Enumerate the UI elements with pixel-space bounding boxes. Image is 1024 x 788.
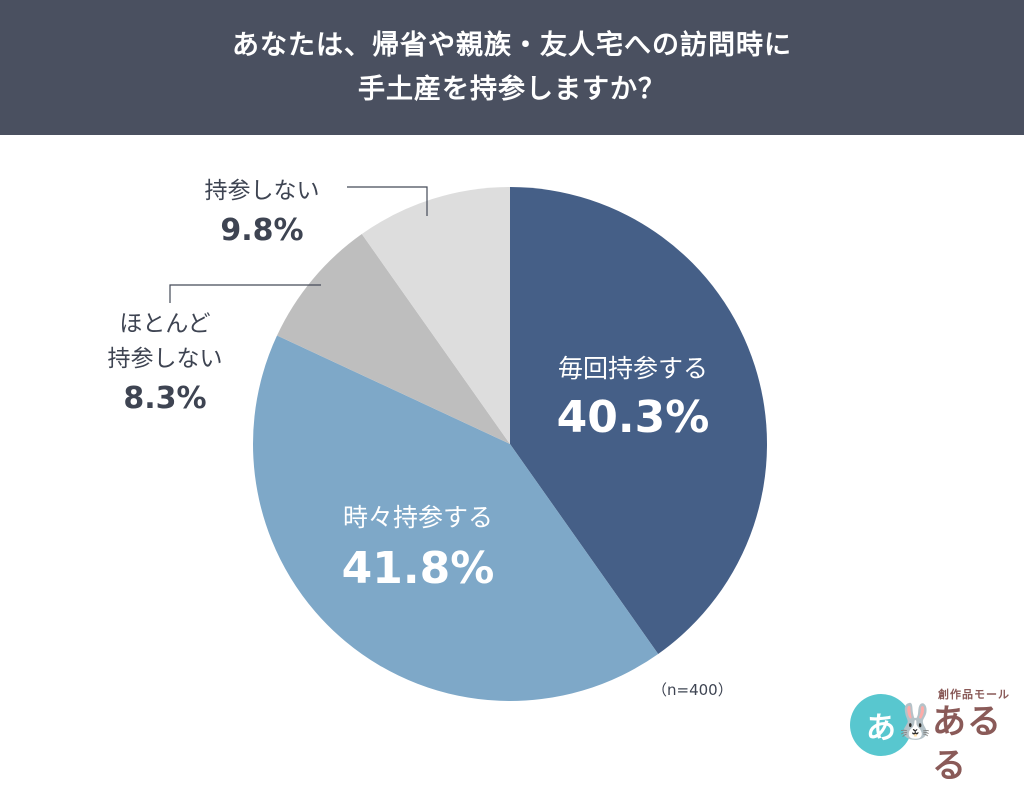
title-line-1: あなたは、帰省や親族・友人宅への訪問時に [232,29,792,61]
leader-line-3 [169,284,321,303]
leader-line-4 [347,186,428,216]
slice-value-3: 8.3% [123,381,206,416]
logo-circle-icon: あ [850,694,912,756]
logo-subtitle: 創作品モール [938,688,1010,701]
slice-value-2: 41.8% [342,543,495,594]
chart-title-banner: あなたは、帰省や親族・友人宅への訪問時に 手土産を持参しますか？ [0,0,1024,135]
pie-slice-3 [277,234,510,444]
slice-value-4: 9.8% [220,213,303,248]
brand-logo: あ 🐰 創作品モール あるる [850,686,1015,786]
pie-slice-1 [510,187,767,654]
slice-label-2: 時々持参する [343,503,493,532]
slice-label-3: ほとんど持参しない [108,311,223,372]
logo-wordmark: あるる [932,702,1002,786]
sample-size-note: （n=400） [652,681,733,699]
slice-label-1: 毎回持参する [558,354,708,383]
pie-slice-4 [361,187,510,444]
slice-value-1: 40.3% [557,392,710,443]
slice-label-4: 持参しない [205,178,320,204]
title-line-2: 手土産を持参しますか？ [358,73,666,105]
pie-chart: 毎回持参する 40.3% 時々持参する 41.8% ほとんど持参しない 8.3% 持参しない… [108,178,767,701]
pie-slice-2 [253,335,659,701]
rabbit-icon: 🐰 [894,702,937,742]
